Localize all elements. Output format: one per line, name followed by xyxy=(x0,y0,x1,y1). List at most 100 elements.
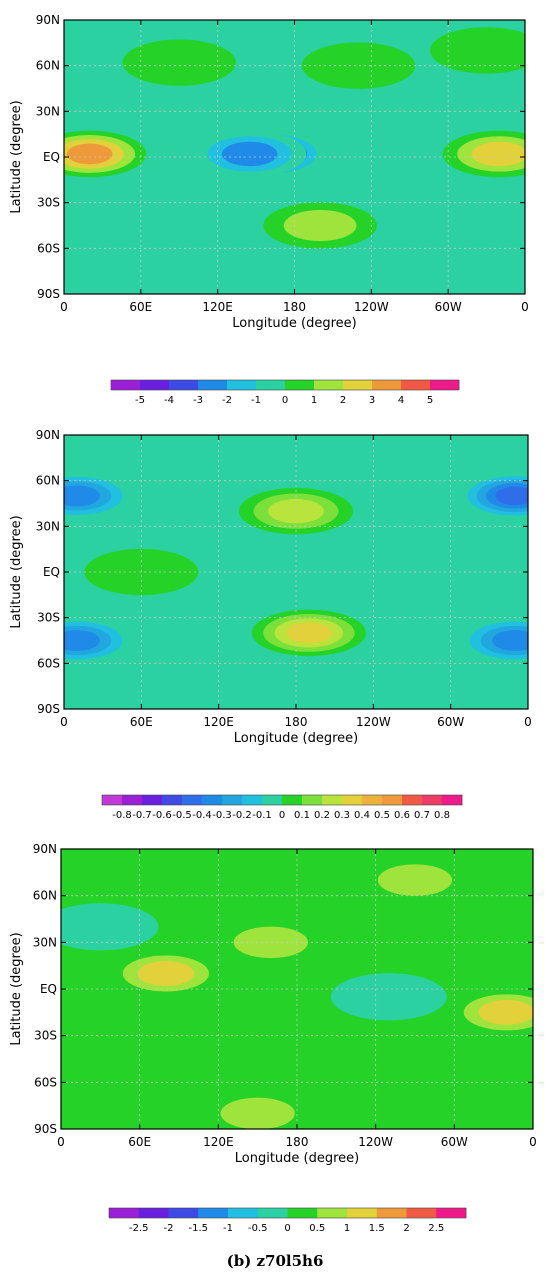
colorbar-label: -0.1 xyxy=(252,810,272,821)
colorbar-swatch xyxy=(422,795,443,805)
colorbar-label: 0.4 xyxy=(354,810,370,821)
field-region-5-level-3 xyxy=(492,630,528,651)
colorbar-swatch xyxy=(227,380,257,390)
x-tick-label: 0 xyxy=(60,300,68,314)
colorbar-swatch xyxy=(138,1208,169,1218)
x-tick-label: 120E xyxy=(202,300,233,314)
chart-panel-1: 0 60E 120E 180 120W 60W 0 90N 60N 30N EQ 30S 60S 90S L… xyxy=(0,0,550,410)
colorbar-swatch xyxy=(102,795,123,805)
colorbar-label: 0.3 xyxy=(334,810,350,821)
colorbar-label: 3 xyxy=(369,395,375,406)
colorbar-swatch xyxy=(111,380,141,390)
colorbar-swatch xyxy=(168,1208,199,1218)
colorbar-swatch xyxy=(314,380,344,390)
chart-panel-2: 0 60E 120E 180 120W 60W 0 90N 60N 30N EQ 30S 60S 90S L… xyxy=(0,415,550,825)
colorbar-label: -1.5 xyxy=(188,1223,208,1234)
field-region-4-level-0 xyxy=(61,903,159,951)
colorbar-swatch xyxy=(169,380,199,390)
x-tick-label: 120W xyxy=(356,715,391,729)
colorbar-swatch xyxy=(257,1208,288,1218)
colorbar-label: 0 xyxy=(279,810,285,821)
y-axis-label: Latitude (degree) xyxy=(9,515,24,628)
colorbar-swatch xyxy=(442,795,463,805)
colorbar-swatch xyxy=(402,795,423,805)
y-tick-label: 90S xyxy=(37,287,60,301)
colorbar-label: -1 xyxy=(251,395,261,406)
y-tick-label: 60N xyxy=(36,474,60,488)
colorbar-swatch xyxy=(436,1208,467,1218)
field-region-3-level-1 xyxy=(377,864,453,896)
y-tick-label: 60N xyxy=(33,889,57,903)
field-region-7-level-0 xyxy=(429,27,525,74)
chart-2-svg: 0 60E 120E 180 120W 60W 0 90N 60N 30N EQ 30S 60S 90S L… xyxy=(9,428,532,821)
y-tick-label: EQ xyxy=(40,982,57,996)
field-region-4-level-3 xyxy=(64,630,100,651)
colorbar-label: 0.5 xyxy=(374,810,390,821)
colorbar-swatch xyxy=(182,795,203,805)
x-tick-label: 60W xyxy=(437,715,464,729)
colorbar-swatch xyxy=(430,380,460,390)
y-tick-label: 30S xyxy=(37,611,60,625)
colorbar-label: -2 xyxy=(164,1223,174,1234)
colorbar-swatch xyxy=(162,795,183,805)
colorbar-swatch xyxy=(228,1208,259,1218)
colorbar-label: 0.5 xyxy=(309,1223,325,1234)
colorbar-swatch xyxy=(202,795,223,805)
chart-panel-3: 0 60E 120E 180 120W 60W 0 90N 60N 30N EQ 30S 60S 90S L… xyxy=(0,832,550,1242)
colorbar-label: 5 xyxy=(427,395,433,406)
colorbar-label: 0 xyxy=(282,395,288,406)
y-tick-label: 90N xyxy=(33,842,57,856)
y-tick-label: 60S xyxy=(37,656,60,670)
colorbar-swatch xyxy=(256,380,286,390)
field-region-6-level-1 xyxy=(220,1097,295,1129)
field-region-3-level-2 xyxy=(221,141,278,167)
colorbar-frame xyxy=(110,379,460,391)
colorbar-swatch xyxy=(372,380,402,390)
field-region-0-level-3 xyxy=(66,143,113,165)
colorbar-label: 4 xyxy=(398,395,404,406)
colorbar-label: 0.7 xyxy=(414,810,430,821)
colorbar-swatch xyxy=(401,380,431,390)
colorbar-swatch xyxy=(122,795,143,805)
colorbar-swatch xyxy=(282,795,303,805)
colorbar-label: -0.5 xyxy=(172,810,192,821)
colorbar-swatch xyxy=(376,1208,407,1218)
y-tick-label: 30S xyxy=(37,196,60,210)
colorbar-swatch xyxy=(198,380,228,390)
colorbar-label: -5 xyxy=(135,395,145,406)
y-tick-label: 30N xyxy=(36,104,60,118)
y-tick-label: 60N xyxy=(36,59,60,73)
colorbar-label: 0.6 xyxy=(394,810,410,821)
colorbar-label: -0.3 xyxy=(212,810,232,821)
colorbar-label: -0.6 xyxy=(152,810,172,821)
colorbar-swatch xyxy=(362,795,383,805)
figure-caption: (b) z70l5h6 xyxy=(226,1252,324,1270)
colorbar-label: -4 xyxy=(164,395,174,406)
y-tick-label: 90N xyxy=(36,428,60,442)
colorbar-swatch xyxy=(142,795,163,805)
colorbar-swatch xyxy=(242,795,263,805)
colorbar-label: 2.5 xyxy=(428,1223,444,1234)
field-region-0-level-2 xyxy=(137,961,195,986)
x-tick-label: 60E xyxy=(129,300,152,314)
y-tick-label: 90N xyxy=(36,13,60,27)
colorbar-frame xyxy=(108,1207,467,1219)
field-region-1-level-1 xyxy=(233,926,308,959)
y-tick-label: 60S xyxy=(34,1075,57,1089)
x-axis-label: Longitude (degree) xyxy=(234,731,359,746)
colorbar-swatch xyxy=(322,795,343,805)
x-tick-label: 0 xyxy=(529,1135,537,1149)
field-region-4-level-1 xyxy=(283,209,357,242)
colorbar-swatch xyxy=(287,1208,318,1218)
colorbar-swatch xyxy=(262,795,283,805)
x-tick-label: 180 xyxy=(286,1135,309,1149)
x-tick-label: 60W xyxy=(441,1135,468,1149)
field-region-1-level-2 xyxy=(471,141,525,167)
field-region-3-level-4 xyxy=(495,486,528,506)
colorbar-swatch xyxy=(140,380,170,390)
colorbar-label: 2 xyxy=(403,1223,409,1234)
x-tick-label: 120E xyxy=(203,715,234,729)
colorbar-swatch xyxy=(406,1208,437,1218)
chart-1-svg: 0 60E 120E 180 120W 60W 0 90N 60N 30N EQ 30S 60S 90S L… xyxy=(9,13,529,406)
colorbar-label: 0.2 xyxy=(314,810,330,821)
